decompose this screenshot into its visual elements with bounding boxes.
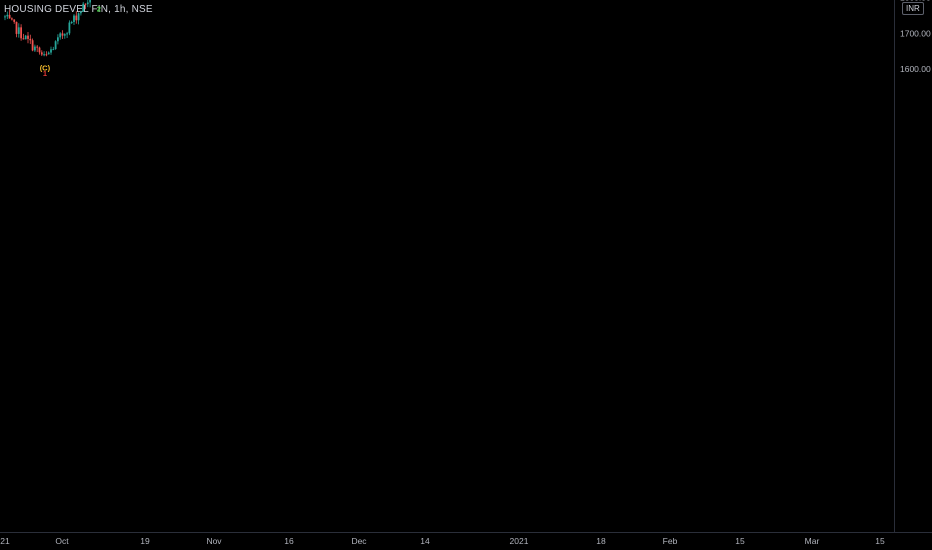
candle-body xyxy=(66,33,68,35)
wave-label: 1 xyxy=(43,69,47,78)
candle-body xyxy=(31,40,34,51)
candle-body xyxy=(68,22,71,34)
candle-body xyxy=(13,19,16,22)
x-tick-label: 16 xyxy=(284,536,294,546)
y-tick-label: 1700.00 xyxy=(900,28,931,38)
candle-body xyxy=(17,27,20,34)
wave-label: 2 xyxy=(97,4,101,13)
candle-body xyxy=(38,47,41,53)
x-tick-label: Feb xyxy=(663,536,678,546)
x-tick-label: 15 xyxy=(735,536,745,546)
x-tick-label: 18 xyxy=(596,536,606,546)
candle-body xyxy=(36,46,39,48)
candle-body xyxy=(73,15,75,23)
candle-body xyxy=(61,33,64,36)
candle-body xyxy=(20,27,22,39)
x-tick-label: 15 xyxy=(875,536,885,546)
y-tick-label: 1600.00 xyxy=(900,64,931,74)
candle-body xyxy=(6,14,9,17)
candle-body xyxy=(82,3,85,12)
candle-body xyxy=(59,33,62,38)
candle-body xyxy=(70,22,73,24)
wave-label: (C) xyxy=(40,63,51,72)
x-tick-label: Nov xyxy=(206,536,222,546)
candle-body xyxy=(40,52,43,55)
candle-body xyxy=(89,0,91,3)
x-tick-label: 19 xyxy=(140,536,150,546)
x-tick-label: 14 xyxy=(420,536,430,546)
candle-body xyxy=(22,38,25,40)
candle-body xyxy=(47,52,50,55)
symbol-title: HOUSING DEVEL FIN, 1h, NSE xyxy=(4,4,153,15)
currency-badge[interactable]: INR xyxy=(902,2,924,15)
candle-body xyxy=(77,13,80,21)
x-tick-label: 21 xyxy=(0,536,10,546)
candle-body xyxy=(50,49,52,53)
candle-body xyxy=(45,54,48,56)
candle-body xyxy=(57,37,59,42)
candle-body xyxy=(52,49,55,51)
candle-body xyxy=(84,3,87,5)
candle-body xyxy=(80,11,82,14)
x-tick-label: Dec xyxy=(351,536,367,546)
candle-body xyxy=(75,15,78,21)
x-tick-label: 2021 xyxy=(510,536,529,546)
x-tick-label: Oct xyxy=(55,536,69,546)
candle-body xyxy=(86,2,89,5)
candle-body xyxy=(63,34,66,36)
candle-body xyxy=(24,35,27,40)
candle-body xyxy=(34,46,36,51)
candle-body xyxy=(4,16,6,18)
candle-body xyxy=(27,35,29,39)
x-tick-label: Mar xyxy=(805,536,820,546)
candle-body xyxy=(15,21,18,34)
candle-body xyxy=(8,14,11,19)
candle-body xyxy=(54,41,57,50)
candle-body xyxy=(43,54,45,56)
y-tick-label: 1800.00 xyxy=(900,0,931,3)
candle-body xyxy=(29,38,32,41)
candle-body xyxy=(11,18,13,20)
